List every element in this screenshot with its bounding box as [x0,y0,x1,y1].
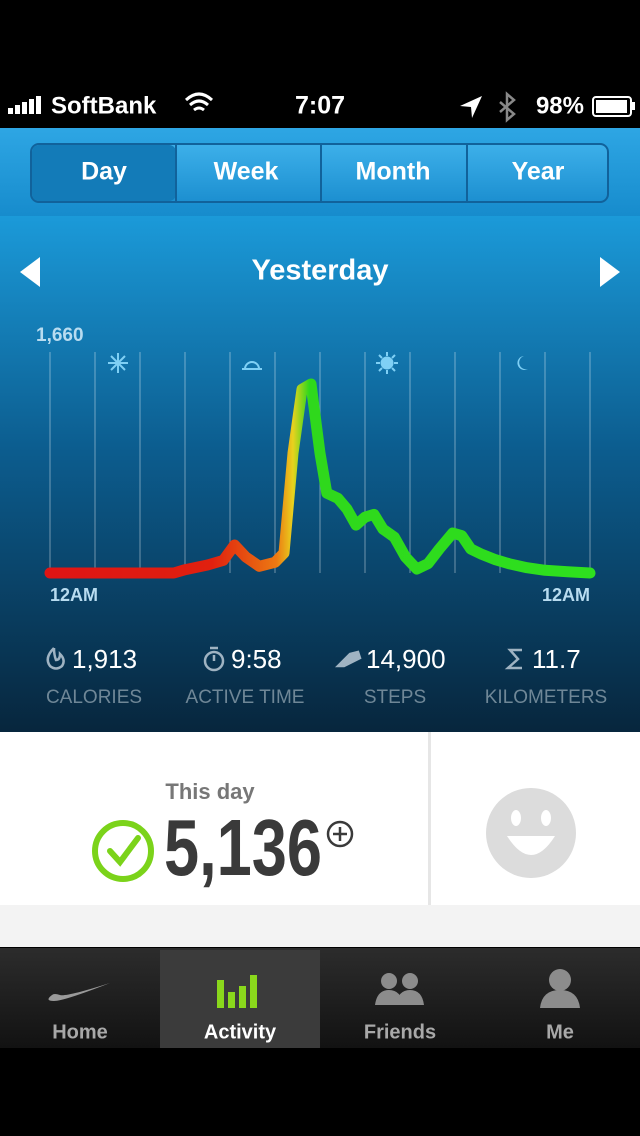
stat-label: CALORIES [46,687,142,708]
bluetooth-icon [499,91,516,123]
stat-value: 1,913 [72,644,137,674]
home-icon [48,983,110,1001]
card-fade [0,905,640,947]
fuel-points: 5,136 [164,803,322,892]
activity-line [44,378,596,579]
signal-icon [8,96,41,114]
segment-label: Day [81,158,127,186]
stat-value: 9:58 [231,644,282,674]
location-icon [460,96,482,118]
tab-label[interactable]: Me [546,1021,574,1043]
segment-dividers [175,145,468,201]
period-title: Yesterday [251,255,388,287]
smiley[interactable] [486,788,576,878]
x-tick-label: 12AM [542,585,590,605]
segment-selected-bg [32,145,176,201]
clock: 7:07 [295,92,345,120]
battery-icon [592,96,635,117]
time-grid [49,352,591,573]
stat-value: 14,900 [366,644,446,674]
stat-value: 11.7 [532,644,581,674]
tab-label[interactable]: Activity [204,1021,277,1043]
card-divider [428,732,431,947]
y-tick-label: 1,660 [36,325,84,346]
stat-label: ACTIVE TIME [186,687,305,708]
plus-icon [326,820,354,848]
friends-icon [375,973,424,1005]
bottom-bezel [0,1048,640,1136]
status-bar [0,0,640,130]
carrier: SoftBank [51,92,157,119]
stat-label: STEPS [364,687,426,708]
segment-label: Month [356,158,431,186]
tab-label[interactable]: Home [52,1021,108,1043]
summary-caption: This day [165,779,255,804]
battery-percent: 98% [536,92,584,119]
stat-icons [46,646,522,672]
x-tick-label: 12AM [50,585,98,605]
goal-check [92,820,154,882]
wifi-icon [184,92,214,112]
time-of-day-icons [108,352,528,374]
segment-label: Week [214,158,279,186]
segment-label: Year [512,158,565,186]
stat-label: KILOMETERS [485,687,607,708]
tab-label[interactable]: Friends [364,1021,436,1043]
prev-button[interactable] [20,257,40,287]
next-button[interactable] [600,257,620,287]
activity-icon [217,975,257,1008]
me-icon [540,969,580,1008]
